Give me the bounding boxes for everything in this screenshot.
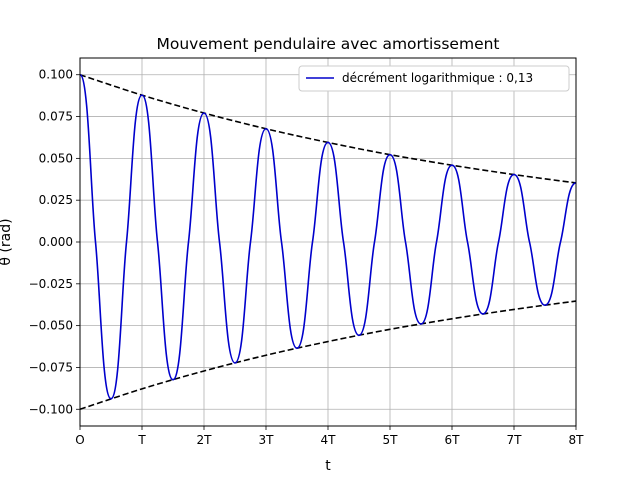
x-tick-label: T	[137, 433, 146, 447]
x-tick-label: O	[75, 433, 84, 447]
y-tick-label: 0.075	[39, 110, 73, 124]
y-tick-label: −0.050	[29, 319, 73, 333]
y-tick-label: 0.000	[39, 235, 73, 249]
y-tick-label: −0.075	[29, 360, 73, 374]
y-tick-label: 0.050	[39, 151, 73, 165]
x-tick-label: 4T	[321, 433, 337, 447]
y-tick-label: −0.025	[29, 277, 73, 291]
legend-box	[298, 65, 570, 92]
legend: décrément logarithmique : 0,13	[298, 65, 570, 92]
x-tick-label: 5T	[383, 433, 399, 447]
x-axis-label: t	[325, 458, 331, 474]
y-axis-label: θ (rad)	[0, 218, 14, 265]
x-tick-label: 8T	[569, 433, 585, 447]
y-tick-label: −0.100	[29, 402, 73, 416]
oscillation-line	[79, 73, 577, 400]
lower-envelope-line	[79, 300, 577, 411]
chart-title: Mouvement pendulaire avec amortissement	[156, 35, 499, 53]
x-tick-label: 2T	[197, 433, 213, 447]
legend-entry-label: décrément logarithmique : 0,13	[342, 71, 533, 85]
oscillation-series	[79, 73, 577, 400]
y-axis-ticks: 0.100 0.075 0.050 0.025 0.000 −0.025 −0.050 −0.…	[29, 68, 80, 416]
x-tick-label: 3T	[259, 433, 275, 447]
x-tick-label: 6T	[445, 433, 461, 447]
y-tick-label: 0.100	[39, 68, 73, 82]
x-axis-ticks: O T 2T 3T 4T 5T 6T 7T 8T	[75, 426, 584, 447]
x-tick-label: 7T	[507, 433, 523, 447]
y-tick-label: 0.025	[39, 193, 73, 207]
